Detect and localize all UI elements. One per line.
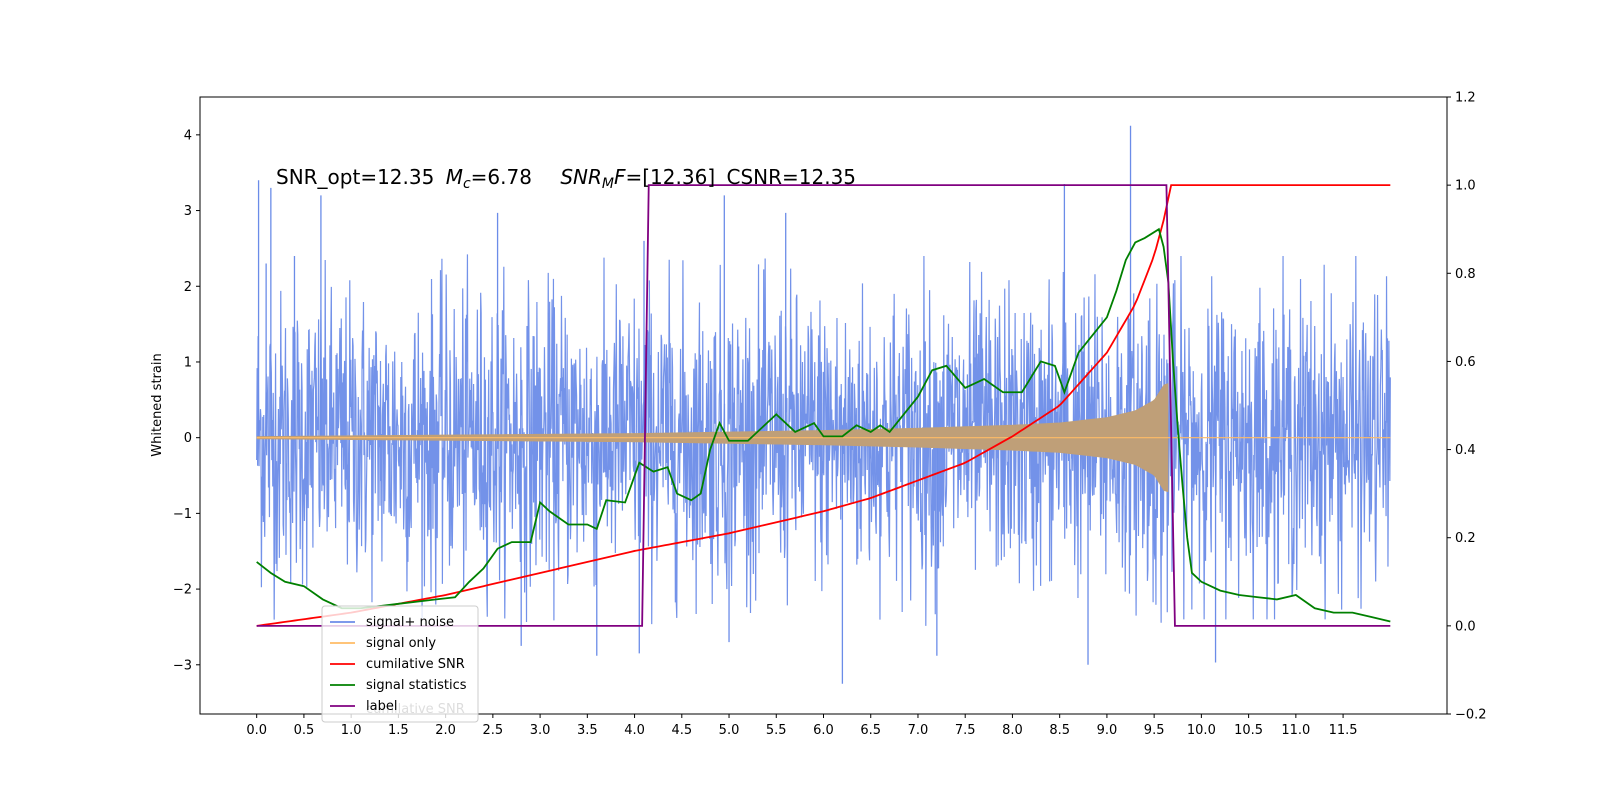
y-right-tick-label: −0.2 [1455,708,1487,723]
mc-subscript: c [463,176,471,192]
y-right-tick-label: 0.6 [1455,355,1476,370]
x-axis: 0.0 0.5 1.0 1.5 2.0 2.5 3.0 3.5 4.0 4.5 5.0 5.5 6.0 6… [246,714,1358,738]
x-tick-label: 2.0 [435,723,456,738]
mc-value: =6.78 [471,165,532,189]
x-tick-label: 5.5 [766,723,787,738]
x-tick-label: 3.5 [577,723,598,738]
legend-ghost-text: cumilative SNR [366,702,465,717]
y-left-tick-label: 1 [184,355,192,370]
legend-label: label [366,699,397,714]
y-right-tick-label: 0.4 [1455,443,1476,458]
x-tick-label: 11.0 [1281,723,1310,738]
series-signal-statistics [256,227,1391,623]
annotation-text: SNR_opt=12.35 Mc=6.78 SNRMF=[12.36] CSNR… [276,165,856,192]
legend-label: signal+ noise [366,615,454,630]
x-tick-label: 3.0 [530,723,551,738]
x-tick-label: 4.5 [671,723,692,738]
x-tick-label: 7.5 [955,723,976,738]
snrmf-value: =[12.36] [626,165,716,189]
y-left-tick-label: −2 [173,583,192,598]
snrmf-subscript: M [602,176,614,192]
mc-symbol: M [446,165,463,189]
y-right-tick-label: 1.2 [1455,91,1476,106]
x-tick-label: 1.5 [388,723,409,738]
y-left-tick-label: 2 [184,280,192,295]
y-axis-right: −0.2 0.0 0.2 0.4 0.6 0.8 1.0 1.2 [1447,91,1487,723]
y-left-tick-label: 0 [184,431,192,446]
x-tick-label: 9.0 [1097,723,1118,738]
y-left-tick-label: 3 [184,204,192,219]
x-tick-label: 7.0 [908,723,929,738]
x-tick-label: 0.5 [294,723,315,738]
x-tick-label: 6.5 [860,723,881,738]
x-tick-label: 8.5 [1049,723,1070,738]
x-tick-label: 9.5 [1144,723,1165,738]
series-cumilative-snr [256,184,1391,627]
snrmf-f: F [614,165,626,189]
snr-opt-text: SNR_opt=12.35 [276,165,434,189]
y-axis-label: Whitened strain [150,353,165,456]
y-right-tick-label: 0.8 [1455,267,1476,282]
series-layer [256,125,1391,684]
legend-label: cumilative SNR [366,657,465,672]
y-axis-left: −3 −2 −1 0 1 2 3 4 [173,128,200,673]
y-left-tick-label: −3 [173,658,192,673]
x-tick-label: 6.0 [813,723,834,738]
csnr-text: CSNR=12.35 [726,165,856,189]
x-tick-label: 10.0 [1187,723,1216,738]
series-signal-noise [256,254,1391,626]
x-tick-label: 8.0 [1002,723,1023,738]
x-tick-label: 0.0 [246,723,267,738]
legend: cumilative SNR signal+ noise signal only c… [321,605,479,723]
legend-label: signal only [366,636,436,651]
y-left-tick-label: 4 [184,128,192,143]
x-tick-label: 11.5 [1329,723,1358,738]
y-left-tick-label: −1 [173,507,192,522]
x-tick-label: 5.0 [719,723,740,738]
x-tick-label: 1.0 [341,723,362,738]
x-tick-label: 10.5 [1234,723,1263,738]
y-right-tick-label: 1.0 [1455,179,1476,194]
series-label [256,184,1391,627]
y-right-tick-label: 0.0 [1455,619,1476,634]
legend-box [321,605,479,723]
x-tick-label: 4.0 [624,723,645,738]
x-tick-label: 2.5 [483,723,504,738]
snrmf-symbol: SNR [560,165,602,189]
y-right-tick-label: 0.2 [1455,531,1476,546]
legend-label: signal statistics [366,678,467,693]
